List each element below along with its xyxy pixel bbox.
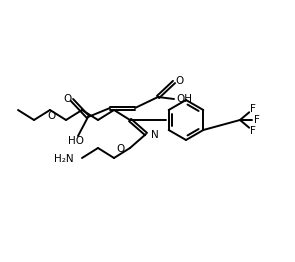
Text: O: O <box>175 76 183 86</box>
Text: HO: HO <box>68 136 84 146</box>
Text: O: O <box>117 144 125 154</box>
Text: F: F <box>250 104 256 114</box>
Text: O: O <box>63 94 71 104</box>
Text: H₂N: H₂N <box>54 154 74 164</box>
Text: F: F <box>254 115 260 125</box>
Text: O: O <box>48 111 56 121</box>
Text: OH: OH <box>176 94 192 104</box>
Text: N: N <box>151 130 159 140</box>
Text: F: F <box>250 126 256 136</box>
